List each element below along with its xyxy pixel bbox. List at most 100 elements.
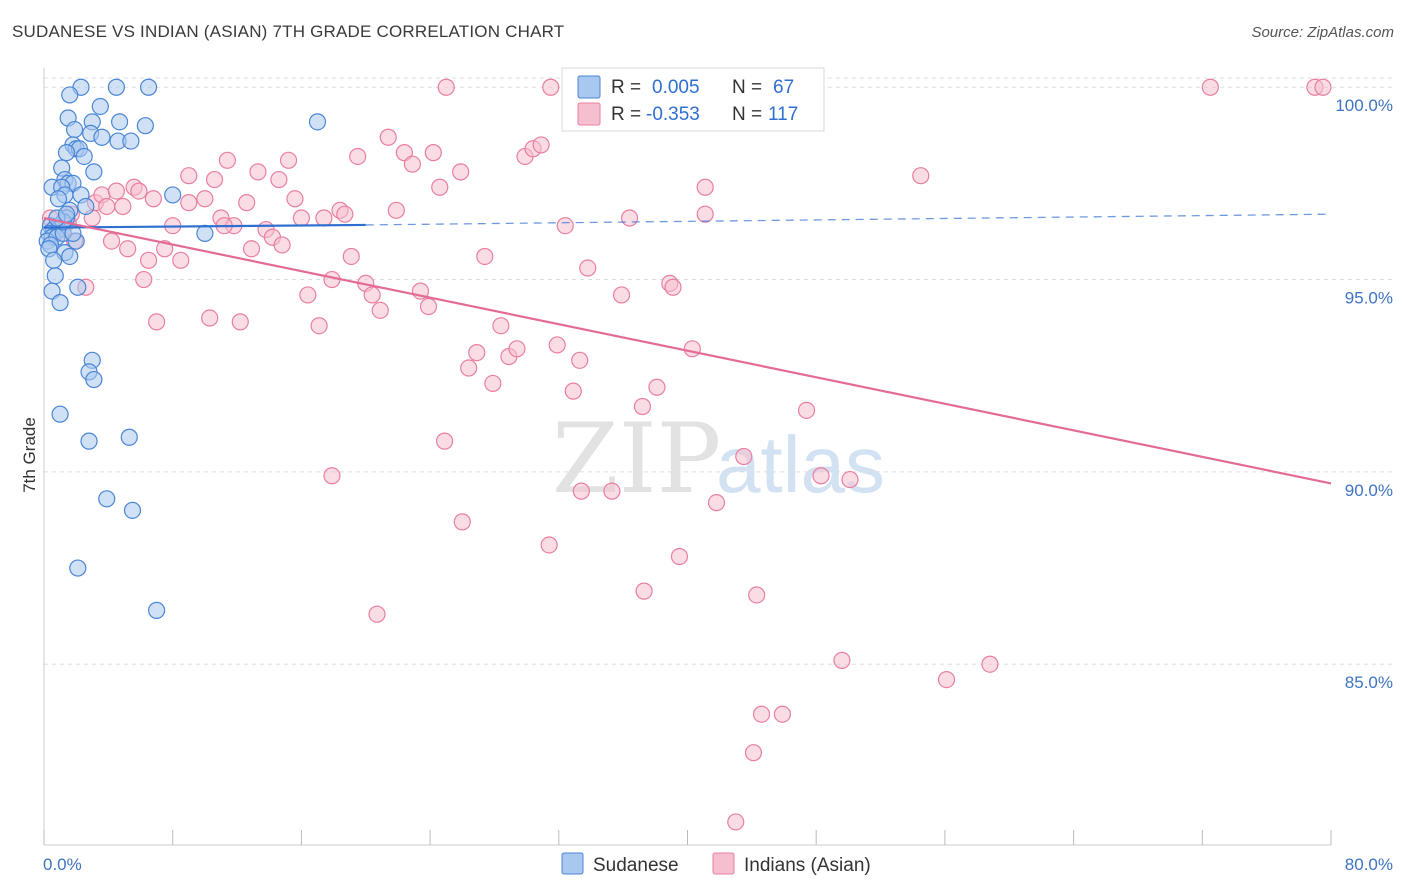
legend-swatch-indian <box>577 102 601 126</box>
indian-point <box>1201 78 1219 96</box>
indian-point <box>648 378 666 396</box>
indian-point <box>542 78 560 96</box>
indian-point <box>833 651 851 669</box>
legend-swatch-sudanese <box>577 75 601 99</box>
indian-point <box>696 205 714 223</box>
indian-point <box>342 247 360 266</box>
indian-point <box>812 467 830 485</box>
sudanese-point <box>51 405 69 423</box>
indian-point <box>635 582 653 600</box>
indian-point <box>492 317 510 335</box>
legend-frame <box>561 67 825 132</box>
indian-point <box>196 190 214 208</box>
indian-point <box>571 351 589 369</box>
indian-point <box>532 136 550 154</box>
legend-n-label-1: N = <box>732 77 762 98</box>
sudanese-point <box>46 267 64 285</box>
sudanese-point <box>45 251 63 269</box>
sudanese-point <box>75 147 93 166</box>
indian-point <box>773 705 792 723</box>
indian-point <box>603 482 621 500</box>
sudanese-point <box>111 113 129 131</box>
sudanese-point <box>61 247 79 266</box>
indian-point <box>727 813 745 831</box>
indian-point <box>841 470 859 489</box>
x-tick-label-right: 80.0% <box>1345 855 1393 874</box>
indian-point <box>620 209 639 227</box>
indian-point <box>540 536 558 554</box>
chart-title: SUDANESE VS INDIAN (ASIAN) 7TH GRADE COR… <box>12 22 565 41</box>
indian-point <box>556 217 574 235</box>
indian-point <box>937 670 956 689</box>
indian-point <box>114 197 132 216</box>
sudanese-point <box>120 428 138 446</box>
source-label: Source: ZipAtlas.com <box>1251 24 1394 41</box>
legend-r-label-1: R = <box>611 77 641 98</box>
y-tick-label: 100.0% <box>1335 96 1393 115</box>
x-tick-label-left: 0.0% <box>43 855 82 874</box>
indian-point <box>292 209 310 227</box>
indian-point <box>371 301 389 319</box>
indian-point <box>435 432 454 450</box>
indian-point <box>249 163 267 181</box>
indian-point <box>180 194 198 212</box>
indian-point <box>437 78 455 96</box>
indian-point <box>218 151 236 169</box>
indian-point <box>201 309 219 327</box>
sudanese-point <box>61 86 79 104</box>
indian-point <box>387 201 405 219</box>
indian-point <box>564 382 582 400</box>
legend-n-label-2: N = <box>732 104 762 125</box>
sudanese-trendline-extension <box>365 213 1332 226</box>
indian-point <box>286 190 304 208</box>
sudanese-point <box>85 370 103 389</box>
sudanese-point <box>80 432 98 450</box>
legend-n-value-2: 117 <box>768 104 798 125</box>
indian-point <box>453 513 471 531</box>
indian-point <box>323 467 341 485</box>
indian-point <box>476 247 494 266</box>
indian-point <box>379 128 397 146</box>
indian-point <box>119 240 137 258</box>
sudanese-point <box>64 224 82 243</box>
sudanese-point <box>91 97 109 116</box>
indian-point <box>270 170 288 189</box>
trendlines <box>43 213 1332 485</box>
sudanese-point <box>123 501 142 519</box>
sudanese-point <box>308 113 327 131</box>
indian-point <box>368 605 386 623</box>
indian-point <box>683 340 701 358</box>
indian-point <box>363 286 381 304</box>
indian-point <box>310 317 328 335</box>
indian-point <box>468 344 486 362</box>
legend-r-value-1: 0.005 <box>652 77 700 98</box>
legend-box: R = 0.005 N = 67 R = -0.353 N = 117 <box>561 67 825 132</box>
y-tick-label: 90.0% <box>1345 481 1393 500</box>
sudanese-point <box>98 490 116 508</box>
indian-point <box>273 236 291 254</box>
indian-point <box>696 178 714 196</box>
y-tick-label: 95.0% <box>1345 289 1393 308</box>
y-tick-labels: 100.0% 95.0% 90.0% 85.0% <box>1335 96 1393 692</box>
sudanese-trendline <box>43 223 366 229</box>
indian-point <box>579 259 597 277</box>
sudanese-point <box>57 205 76 223</box>
gridlines <box>44 77 1392 665</box>
bottom-legend-swatch-indian <box>712 852 735 875</box>
indian-point <box>419 297 438 316</box>
bottom-legend: Sudanese Indians (Asian) <box>561 852 871 876</box>
indian-point <box>431 178 449 196</box>
sudanese-point <box>164 186 182 204</box>
indian-point <box>460 359 478 377</box>
indian-point <box>981 655 999 673</box>
indian-point <box>98 197 116 216</box>
indian-point <box>403 155 422 173</box>
legend-n-value-1: 67 <box>773 77 794 98</box>
indian-point <box>205 170 224 189</box>
sudanese-point <box>139 78 158 96</box>
indian-point <box>484 374 502 393</box>
indian-point <box>452 163 470 181</box>
indian-point <box>670 547 689 566</box>
indian-point <box>752 705 771 723</box>
indian-trendline <box>43 216 1332 485</box>
